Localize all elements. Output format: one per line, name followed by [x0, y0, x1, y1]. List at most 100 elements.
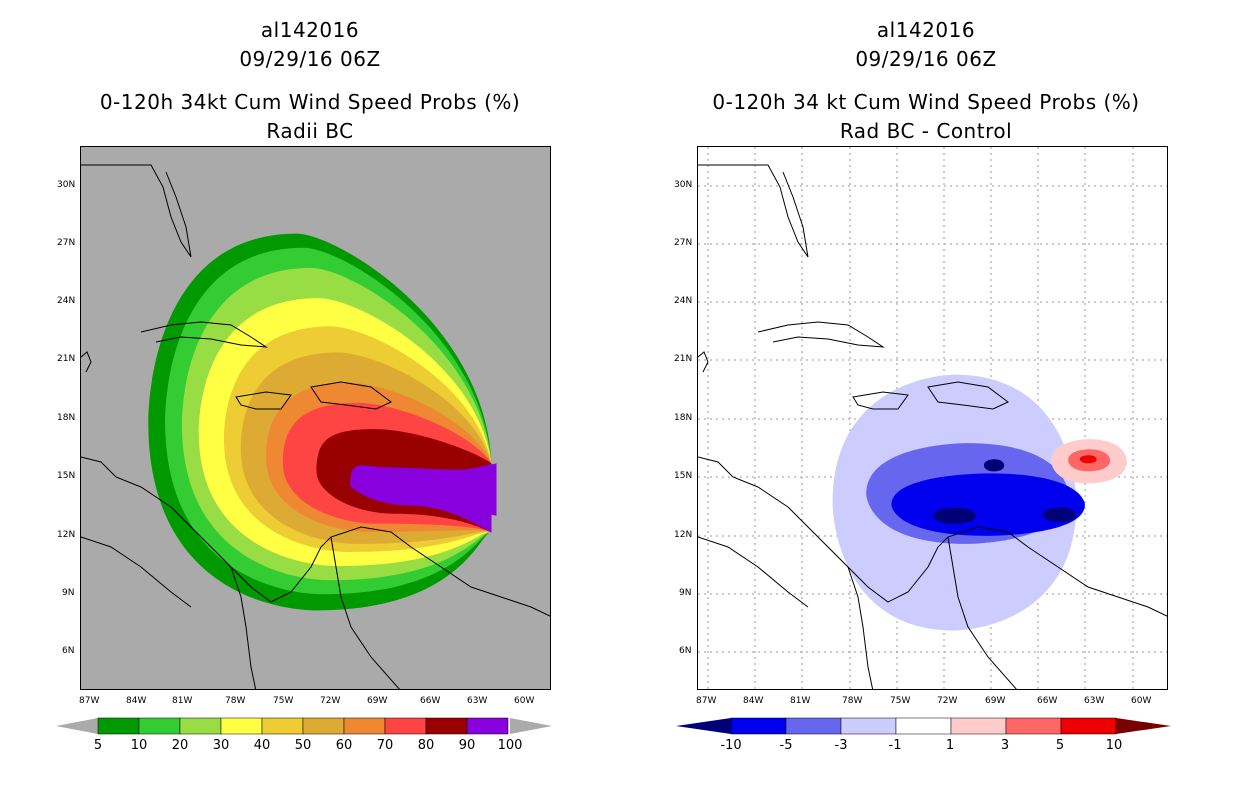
right-colorbar-cell [730, 717, 787, 735]
left-lon-label-72W: 72W [320, 696, 341, 706]
left-lon-label-75W: 75W [273, 696, 294, 706]
left-lon-label-66W: 66W [420, 696, 441, 706]
left-colorbar-cell [302, 717, 345, 735]
left-map-panel [80, 146, 551, 690]
right-lon-label-78W: 78W [842, 696, 863, 706]
right-cb-label-neg1: -1 [888, 738, 902, 753]
right-lat-label-21N: 21N [674, 354, 693, 364]
right-lat-label-6N: 6N [679, 646, 692, 656]
right-lon-label-69W: 69W [985, 696, 1006, 706]
right-colorbar-cell [1005, 717, 1062, 735]
right-datetime: 09/29/16 06Z [855, 47, 997, 71]
left-lat-label-18N: 18N [57, 413, 76, 423]
left-cb-label-20: 20 [171, 738, 189, 753]
right-diff-contour-neg5 [891, 473, 1085, 536]
right-colorbar-cell [1060, 717, 1117, 735]
right-cb-label-5: 5 [1055, 738, 1065, 753]
left-land-outlines [81, 164, 550, 689]
left-cb-label-30: 30 [212, 738, 230, 753]
left-cb-label-80: 80 [417, 738, 435, 753]
left-colorbar-under-arrow [56, 718, 98, 734]
right-cb-label-3: 3 [1000, 738, 1010, 753]
left-lat-label-24N: 24N [57, 296, 76, 306]
left-lon-label-63W: 63W [467, 696, 488, 706]
right-lon-label-87W: 87W [696, 696, 717, 706]
right-storm-id: al142016 [876, 18, 976, 42]
right-cb-label-10: 10 [1105, 738, 1123, 753]
left-title-block: al142016 09/29/16 06Z 0-120h 34kt Cum Wi… [20, 16, 600, 146]
left-chart-subtitle: Radii BC [266, 119, 354, 143]
right-colorbar-cell [895, 717, 952, 735]
left-colorbar-cell [466, 717, 509, 735]
right-lon-label-72W: 72W [937, 696, 958, 706]
left-cb-label-10: 10 [130, 738, 148, 753]
left-lat-label-27N: 27N [57, 238, 76, 248]
right-diff-contour-neg10-a [933, 507, 976, 524]
left-datetime: 09/29/16 06Z [239, 47, 381, 71]
right-lon-label-75W: 75W [890, 696, 911, 706]
right-lat-label-24N: 24N [674, 296, 693, 306]
right-lon-label-66W: 66W [1037, 696, 1058, 706]
right-colorbar-cell [840, 717, 897, 735]
left-colorbar [56, 717, 552, 735]
right-colorbar-over-arrow [1116, 718, 1171, 734]
left-lon-label-87W: 87W [79, 696, 100, 706]
left-colorbar-cell [220, 717, 263, 735]
left-lat-label-9N: 9N [62, 588, 75, 598]
right-gridlines [698, 147, 1167, 689]
left-lon-label-69W: 69W [367, 696, 388, 706]
right-lat-label-15N: 15N [674, 471, 693, 481]
right-lon-label-84W: 84W [743, 696, 764, 706]
right-diff-contour-neg10-b [1042, 507, 1077, 522]
left-colorbar-cell [138, 717, 181, 735]
right-lon-label-81W: 81W [790, 696, 811, 706]
left-colorbar-over-arrow [510, 718, 552, 734]
right-cb-label-neg5: -5 [779, 738, 793, 753]
right-chart-title: 0-120h 34 kt Cum Wind Speed Probs (%) [712, 90, 1140, 114]
right-map-panel [697, 146, 1168, 690]
left-cb-label-70: 70 [376, 738, 394, 753]
right-land-outlines [698, 164, 1167, 689]
left-colorbar-cell [97, 717, 140, 735]
right-colorbar-cells [676, 717, 1171, 735]
left-lat-label-30N: 30N [57, 180, 76, 190]
left-lon-label-84W: 84W [126, 696, 147, 706]
right-colorbar-under-arrow [676, 718, 731, 734]
right-colorbar-cell [785, 717, 842, 735]
left-chart-title: 0-120h 34kt Cum Wind Speed Probs (%) [99, 90, 521, 114]
right-diff-contour-pos5 [1079, 455, 1097, 464]
left-probability-contours [148, 233, 497, 611]
left-cb-label-5: 5 [93, 738, 103, 753]
right-difference-map [698, 147, 1167, 689]
left-cb-label-90: 90 [458, 738, 476, 753]
left-storm-id: al142016 [260, 18, 360, 42]
left-colorbar-cell [261, 717, 304, 735]
left-colorbar-cell [179, 717, 222, 735]
right-lat-label-27N: 27N [674, 238, 693, 248]
left-cb-label-60: 60 [335, 738, 353, 753]
right-lat-label-30N: 30N [674, 180, 693, 190]
left-colorbar-cell [384, 717, 427, 735]
left-lon-label-81W: 81W [172, 696, 193, 706]
right-lat-label-12N: 12N [674, 530, 693, 540]
right-cb-label-1: 1 [945, 738, 955, 753]
left-cb-label-50: 50 [294, 738, 312, 753]
right-diff-contour-neg10-c [983, 459, 1005, 472]
right-difference-contours [832, 374, 1127, 631]
left-lon-label-60W: 60W [514, 696, 535, 706]
right-colorbar-cell [950, 717, 1007, 735]
right-lat-label-18N: 18N [674, 413, 693, 423]
left-lat-label-15N: 15N [57, 471, 76, 481]
left-probability-map [81, 164, 550, 689]
left-cb-label-100: 100 [497, 738, 523, 753]
left-lat-label-21N: 21N [57, 354, 76, 364]
right-colorbar [676, 717, 1171, 735]
left-colorbar-cell [425, 717, 468, 735]
left-lon-label-78W: 78W [225, 696, 246, 706]
left-lat-label-6N: 6N [62, 646, 75, 656]
right-lat-label-9N: 9N [679, 588, 692, 598]
right-lon-label-60W: 60W [1131, 696, 1152, 706]
right-cb-label-neg3: -3 [834, 738, 848, 753]
right-cb-label-neg10: -10 [720, 738, 742, 753]
left-cb-label-40: 40 [253, 738, 271, 753]
